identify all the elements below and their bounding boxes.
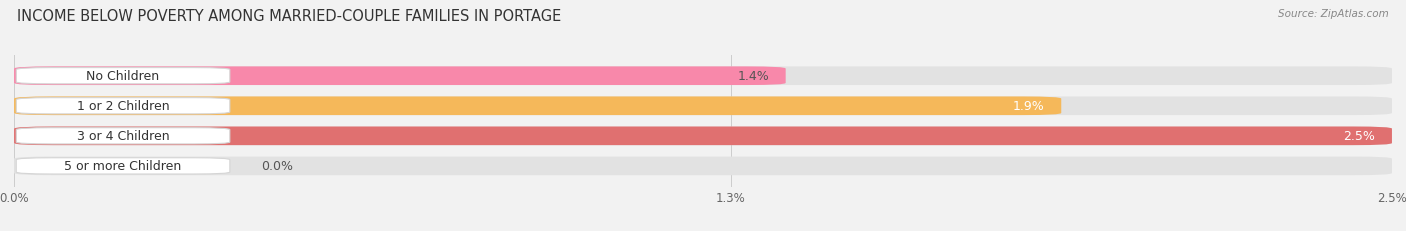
FancyBboxPatch shape — [14, 67, 786, 86]
FancyBboxPatch shape — [14, 97, 1062, 116]
Text: INCOME BELOW POVERTY AMONG MARRIED-COUPLE FAMILIES IN PORTAGE: INCOME BELOW POVERTY AMONG MARRIED-COUPL… — [17, 9, 561, 24]
Text: 0.0%: 0.0% — [260, 160, 292, 173]
FancyBboxPatch shape — [14, 127, 1392, 146]
FancyBboxPatch shape — [14, 97, 1392, 116]
Text: No Children: No Children — [87, 70, 160, 83]
FancyBboxPatch shape — [14, 157, 1392, 175]
Text: 2.5%: 2.5% — [1344, 130, 1375, 143]
FancyBboxPatch shape — [17, 98, 229, 114]
FancyBboxPatch shape — [14, 127, 1392, 146]
FancyBboxPatch shape — [17, 68, 229, 85]
Text: 1.4%: 1.4% — [737, 70, 769, 83]
FancyBboxPatch shape — [17, 128, 229, 144]
Text: 1 or 2 Children: 1 or 2 Children — [77, 100, 169, 113]
Text: 5 or more Children: 5 or more Children — [65, 160, 181, 173]
FancyBboxPatch shape — [14, 67, 1392, 86]
Text: Source: ZipAtlas.com: Source: ZipAtlas.com — [1278, 9, 1389, 19]
Text: 3 or 4 Children: 3 or 4 Children — [77, 130, 169, 143]
FancyBboxPatch shape — [17, 158, 229, 174]
Text: 1.9%: 1.9% — [1012, 100, 1045, 113]
